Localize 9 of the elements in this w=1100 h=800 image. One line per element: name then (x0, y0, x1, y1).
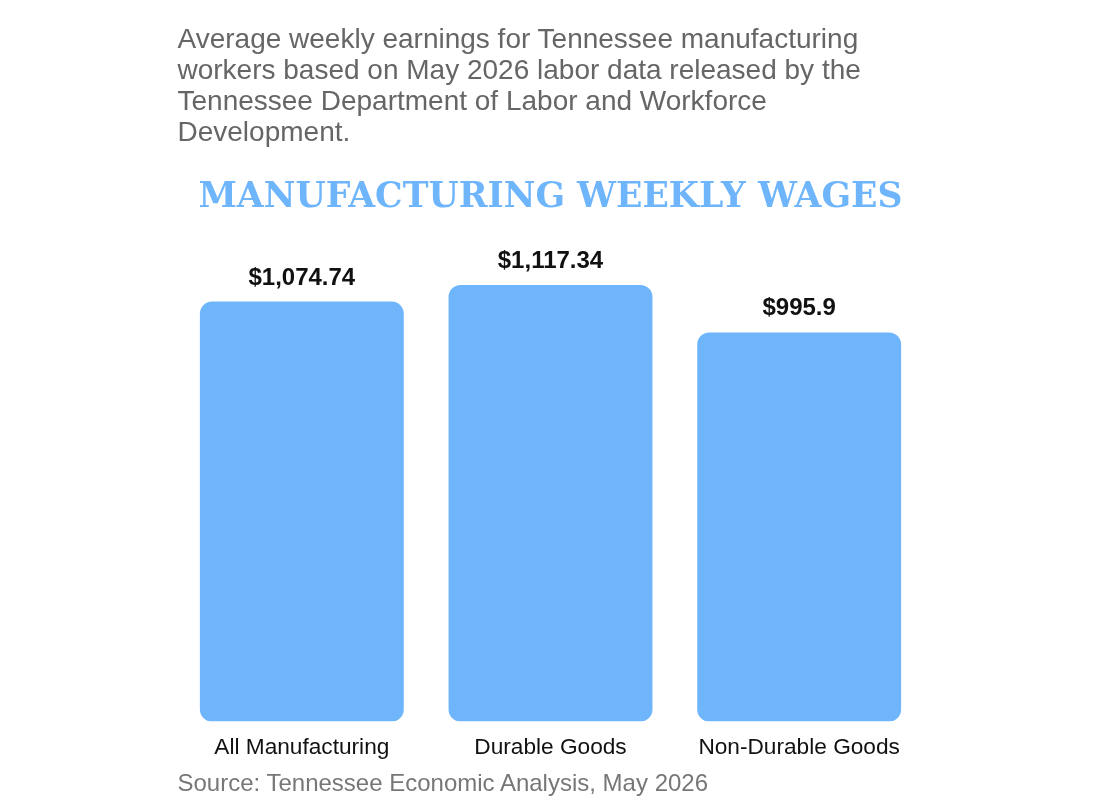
x-tick-label: Durable Goods (474, 732, 627, 759)
data-label: $1,074.74 (248, 262, 356, 290)
x-tick-label: All Manufacturing (214, 732, 390, 759)
chart-subtitle: Average weekly earnings for Tennessee manufacturing workers based on May 2026 labor data released by the Tennessee Department of Labor and Workforce Development. (176, 22, 861, 147)
data-label: $995.9 (762, 293, 836, 321)
x-tick-label: Non-Durable Goods (698, 732, 900, 759)
chart-title: MANUFACTURING WEEKLY WAGES (198, 173, 903, 215)
data-label: $1,117.34 (497, 245, 604, 273)
source-note: Source: Tennessee Economic Analysis, May 2026 (177, 768, 709, 796)
